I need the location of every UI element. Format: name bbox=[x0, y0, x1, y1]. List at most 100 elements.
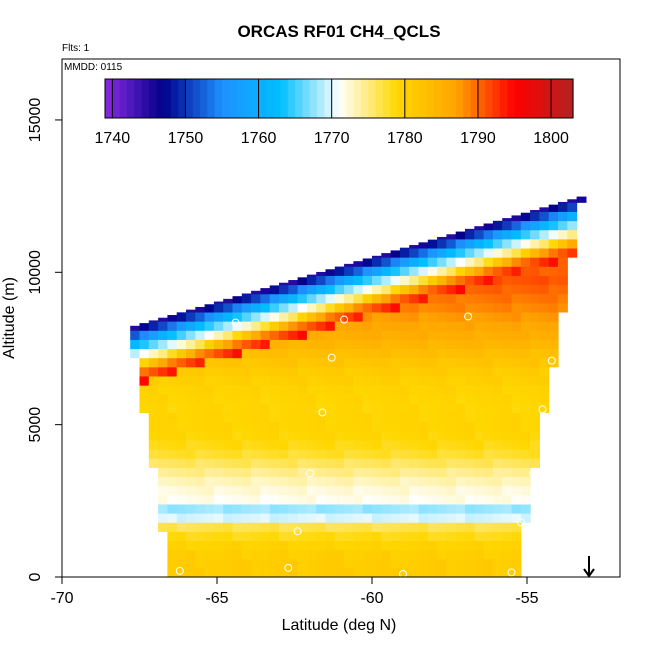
heatmap-cell bbox=[316, 476, 327, 487]
heatmap-cell bbox=[316, 357, 327, 368]
heatmap-cell bbox=[492, 238, 503, 249]
heatmap-cell bbox=[390, 476, 401, 487]
heatmap-cell bbox=[539, 348, 550, 359]
heatmap-cell bbox=[344, 357, 354, 368]
heatmap-cell bbox=[223, 494, 234, 505]
heatmap-cell bbox=[483, 257, 494, 267]
heatmap-cell bbox=[232, 531, 243, 542]
heatmap-cell bbox=[158, 476, 168, 487]
heatmap-cell bbox=[167, 339, 178, 350]
heatmap-cell bbox=[353, 275, 364, 286]
heatmap-cell bbox=[558, 275, 568, 286]
heatmap-cell bbox=[520, 494, 531, 505]
heatmap-cell bbox=[306, 503, 317, 514]
heatmap-cell bbox=[241, 439, 252, 450]
heatmap-cell bbox=[260, 311, 271, 322]
heatmap-cell bbox=[232, 558, 243, 569]
heatmap-cell bbox=[297, 540, 308, 551]
heatmap-cell bbox=[344, 385, 354, 395]
heatmap-cell bbox=[176, 403, 187, 414]
heatmap-cell bbox=[372, 385, 382, 395]
heatmap-cell bbox=[362, 531, 373, 542]
heatmap-cell bbox=[427, 503, 438, 514]
heatmap-cell bbox=[446, 567, 457, 578]
heatmap-cell bbox=[195, 311, 206, 322]
heatmap-cell bbox=[195, 513, 206, 523]
heatmap-cell bbox=[427, 458, 438, 468]
heatmap-cell bbox=[446, 458, 457, 468]
heatmap-cell bbox=[297, 366, 308, 377]
flight-point bbox=[464, 312, 473, 321]
heatmap-cell bbox=[474, 503, 485, 514]
heatmap-cell bbox=[437, 247, 447, 258]
heatmap-cell bbox=[502, 302, 513, 313]
heatmap-cell bbox=[186, 403, 196, 414]
colorbar-swatch bbox=[507, 79, 516, 118]
heatmap-cell bbox=[353, 476, 364, 487]
heatmap-cell bbox=[316, 531, 327, 542]
heatmap-cell bbox=[316, 421, 327, 432]
heatmap-cell bbox=[297, 321, 308, 331]
heatmap-cell bbox=[483, 549, 494, 560]
heatmap-cell bbox=[502, 394, 513, 404]
heatmap-cell bbox=[213, 449, 224, 459]
heatmap-cell bbox=[362, 284, 373, 295]
heatmap-cell bbox=[520, 503, 531, 514]
heatmap-cell bbox=[418, 321, 429, 331]
heatmap-cell bbox=[353, 311, 364, 322]
heatmap-cell bbox=[334, 430, 345, 441]
heatmap-cell bbox=[269, 357, 280, 368]
heatmap-cell bbox=[195, 531, 206, 542]
heatmap-cell bbox=[362, 339, 373, 350]
heatmap-cell bbox=[427, 567, 438, 578]
heatmap-cell bbox=[539, 385, 550, 395]
heatmap-cell bbox=[511, 439, 522, 450]
heatmap-cell bbox=[548, 348, 559, 359]
heatmap-cell bbox=[316, 513, 327, 523]
heatmap-cell bbox=[297, 348, 308, 359]
heatmap-cell bbox=[269, 385, 280, 395]
heatmap-cell bbox=[409, 394, 420, 404]
heatmap-cell bbox=[465, 485, 475, 496]
heatmap-cell bbox=[288, 476, 299, 487]
heatmap-cell bbox=[204, 311, 215, 322]
heatmap-cell bbox=[195, 485, 206, 496]
heatmap-cell bbox=[399, 458, 410, 468]
heatmap-cell bbox=[213, 458, 224, 468]
heatmap-cell bbox=[455, 467, 466, 478]
heatmap-cell bbox=[232, 485, 243, 496]
heatmap-cell bbox=[269, 522, 280, 532]
heatmap-cell bbox=[176, 439, 187, 450]
heatmap-cell bbox=[306, 558, 317, 569]
heatmap-cell bbox=[176, 531, 187, 542]
heatmap-cell bbox=[176, 458, 187, 468]
heatmap-cell bbox=[418, 293, 429, 304]
heatmap-cell bbox=[465, 284, 475, 295]
heatmap-cell bbox=[492, 522, 503, 532]
heatmap-cell bbox=[520, 238, 531, 249]
chart-subtitle: Flts: 1 bbox=[62, 43, 90, 54]
heatmap-cell bbox=[548, 204, 559, 212]
heatmap-cell bbox=[558, 211, 568, 222]
heatmap-cell bbox=[409, 503, 420, 514]
heatmap-cell bbox=[279, 421, 289, 432]
heatmap-cell bbox=[390, 321, 401, 331]
heatmap-cell bbox=[372, 558, 382, 569]
heatmap-cell bbox=[372, 449, 382, 459]
heatmap-cell bbox=[390, 385, 401, 395]
heatmap-cell bbox=[511, 357, 522, 368]
heatmap-cell bbox=[232, 549, 243, 560]
heatmap-cell bbox=[381, 293, 392, 304]
heatmap-cell bbox=[353, 302, 364, 313]
heatmap-cell bbox=[306, 275, 317, 286]
heatmap-cell bbox=[288, 284, 299, 295]
heatmap-cell bbox=[558, 238, 568, 249]
heatmap-cell bbox=[195, 467, 206, 478]
heatmap-cell bbox=[279, 321, 289, 331]
heatmap-cell bbox=[381, 558, 392, 569]
heatmap-cell bbox=[548, 257, 559, 267]
heatmap-cell bbox=[232, 330, 243, 340]
heatmap-cell bbox=[399, 266, 410, 276]
heatmap-cell bbox=[344, 412, 354, 423]
heatmap-cell bbox=[241, 339, 252, 350]
